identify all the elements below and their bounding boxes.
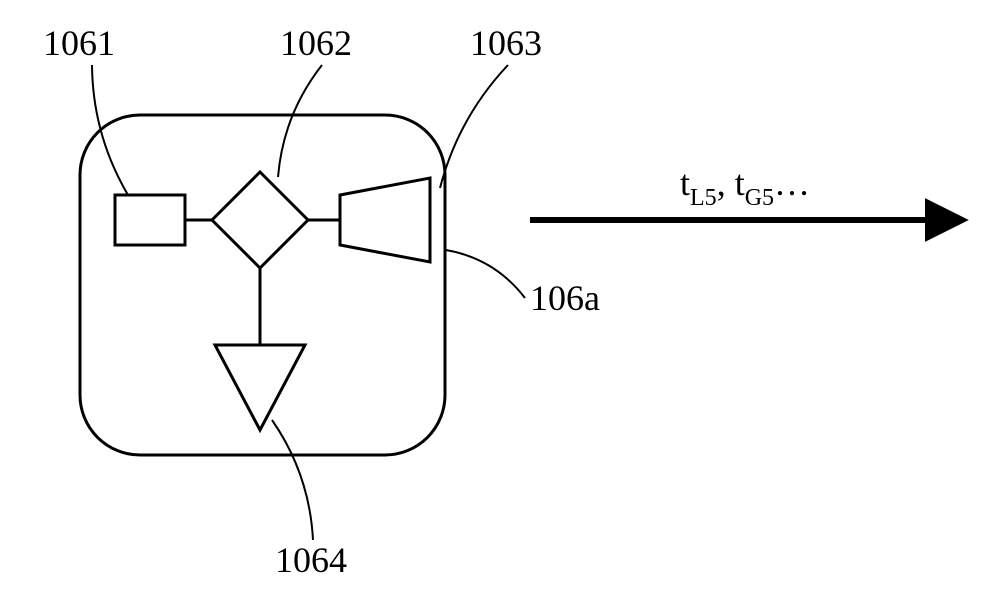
component-triangle: [215, 345, 305, 430]
callout-leader-c1063: [440, 65, 508, 188]
callout-label-c1061: 1061: [43, 23, 115, 63]
callout-label-c1064: 1064: [275, 540, 347, 580]
callout-leader-c1062: [278, 65, 322, 177]
callout-label-c1063: 1063: [470, 23, 542, 63]
callout-label-c1062: 1062: [280, 23, 352, 63]
callout-leader-c106a: [446, 250, 525, 298]
component-trapezoid: [340, 178, 430, 262]
component-rectangle: [115, 195, 185, 245]
output-label: tL5, tG5…: [680, 163, 810, 211]
block-container: [80, 115, 445, 455]
component-diamond: [212, 172, 308, 268]
callout-label-c106a: 106a: [530, 278, 600, 318]
callout-leader-c1061: [92, 65, 128, 195]
callout-leader-c1064: [272, 420, 313, 540]
